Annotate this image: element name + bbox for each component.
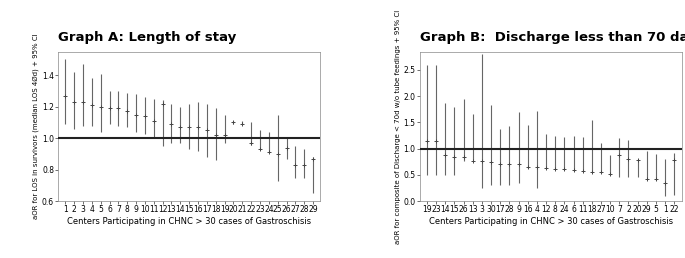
Y-axis label: aOR for LOS in survivors (median LOS 4Ød) + 95% CI: aOR for LOS in survivors (median LOS 4Ød…	[32, 34, 39, 219]
Y-axis label: aOR for composite of Discharge < 70d w/o tube feedings + 95% CI: aOR for composite of Discharge < 70d w/o…	[395, 9, 401, 244]
Text: Graph B:  Discharge less than 70 days and exclusive oral feeding: Graph B: Discharge less than 70 days and…	[420, 31, 685, 44]
Text: Graph A: Length of stay: Graph A: Length of stay	[58, 31, 236, 44]
X-axis label: Centers Participating in CHNC > 30 cases of Gastroschisis: Centers Participating in CHNC > 30 cases…	[429, 217, 673, 226]
X-axis label: Centers Participating in CHNC > 30 cases of Gastroschisis: Centers Participating in CHNC > 30 cases…	[67, 217, 311, 226]
